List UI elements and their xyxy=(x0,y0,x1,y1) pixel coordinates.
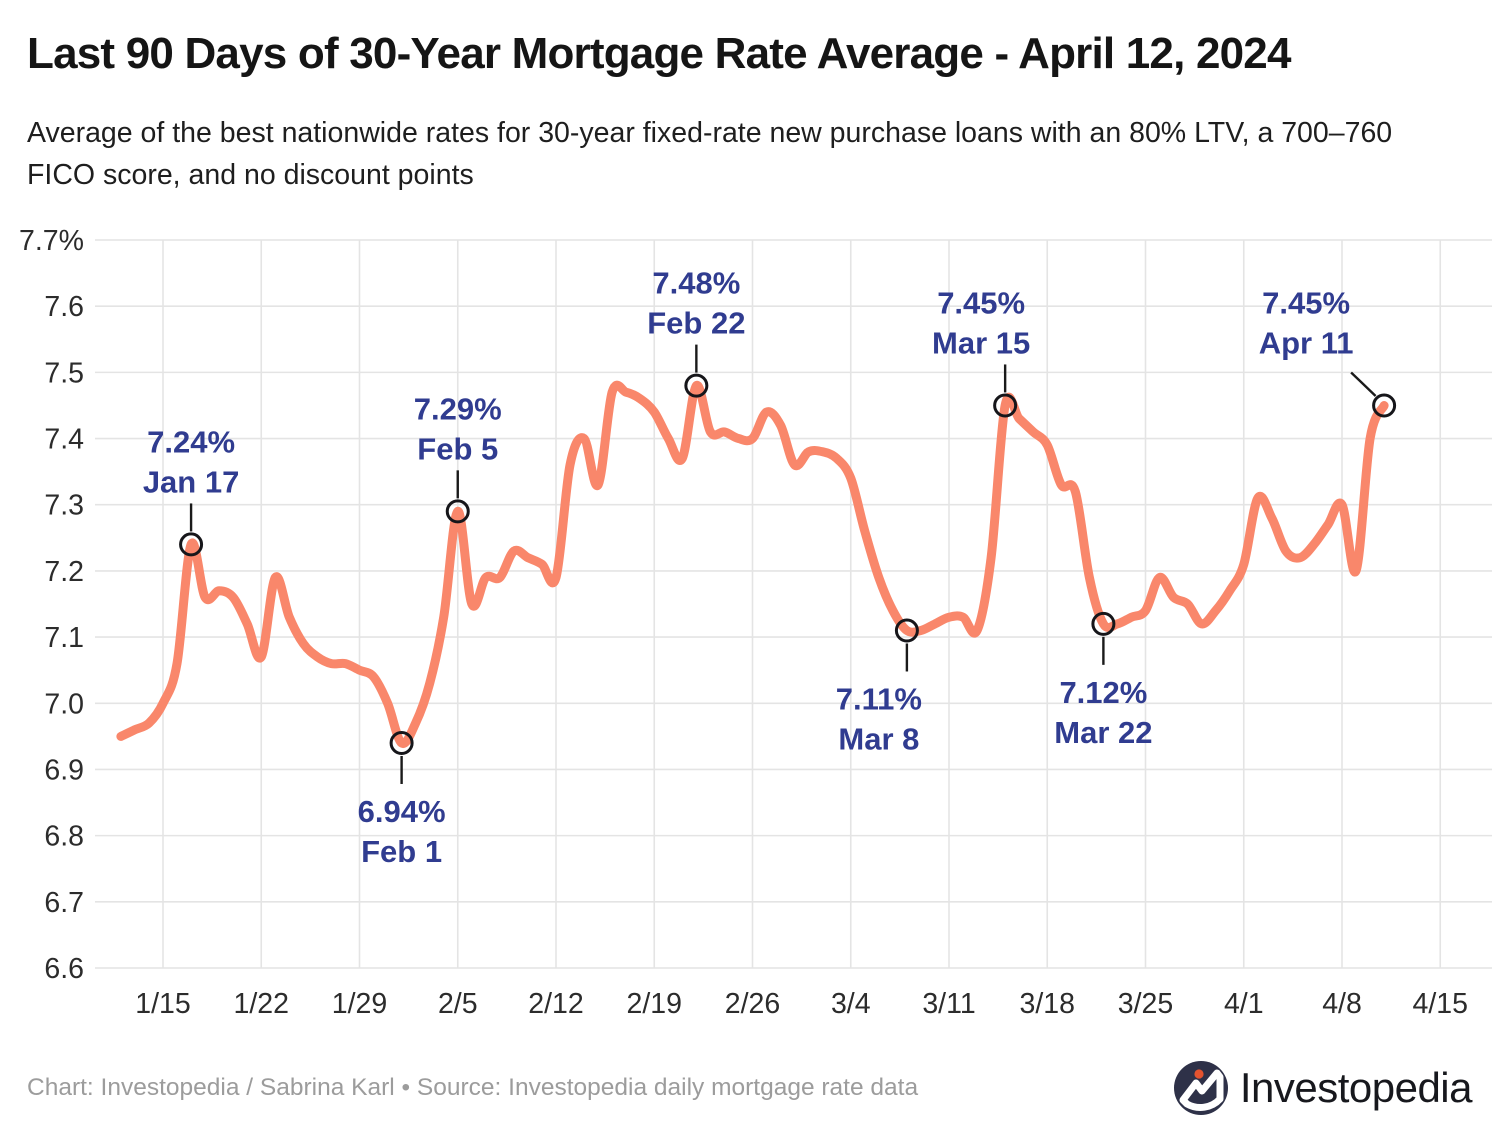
y-tick-label: 7.4 xyxy=(44,424,84,456)
annotation-rate-label: 7.29% xyxy=(414,391,502,426)
x-tick-label: 3/18 xyxy=(1020,988,1075,1020)
data-point-marker xyxy=(894,618,919,643)
y-axis-labels: 7.7% 7.6 7.5 7.4 7.3 7.2 7.1 7.0 6.9 6.8 6.7 6.6 xyxy=(19,225,84,985)
annotation-mar-8: 7.11% Mar 8 xyxy=(836,618,922,756)
x-tick-label: 4/15 xyxy=(1413,988,1468,1020)
annotation-date-label: Mar 22 xyxy=(1054,715,1152,750)
annotation-rate-label: 7.12% xyxy=(1059,675,1147,710)
annotation-rate-label: 7.24% xyxy=(147,424,235,459)
annotation-date-label: Feb 5 xyxy=(417,431,498,466)
x-tick-label: 1/15 xyxy=(135,988,190,1020)
rate-line xyxy=(116,380,1389,749)
annotation-date-label: Mar 15 xyxy=(932,325,1030,360)
x-tick-label: 1/29 xyxy=(332,988,387,1020)
annotation-jan-17: 7.24% Jan 17 xyxy=(143,424,240,557)
data-point-marker xyxy=(389,730,414,755)
annotation-date-label: Feb 1 xyxy=(361,834,442,869)
annotation-feb-22: 7.48% Feb 22 xyxy=(647,266,745,398)
data-point-marker xyxy=(445,499,470,524)
data-point-marker xyxy=(1372,393,1397,418)
x-tick-label: 2/19 xyxy=(627,988,682,1020)
annotation-connector xyxy=(1350,371,1377,397)
x-tick-label: 4/8 xyxy=(1322,988,1362,1020)
y-tick-label: 7.1 xyxy=(44,622,84,654)
annotation-rate-label: 7.48% xyxy=(652,266,740,301)
data-point-marker xyxy=(684,373,709,398)
y-tick-label: 7.3 xyxy=(44,490,84,522)
annotation-feb-1: 6.94% Feb 1 xyxy=(358,730,446,869)
x-axis-labels: 1/15 1/22 1/29 2/5 2/12 2/19 2/26 3/4 3/11 3/18 3/… xyxy=(135,988,1468,1020)
annotation-rate-label: 7.11% xyxy=(836,681,922,716)
annotation-date-label: Apr 11 xyxy=(1259,325,1354,360)
x-tick-label: 2/5 xyxy=(438,988,478,1020)
annotation-date-label: Mar 8 xyxy=(838,721,919,756)
y-tick-label: 6.6 xyxy=(44,953,84,985)
annotation-date-label: Jan 17 xyxy=(143,464,240,499)
logo-zigzag-mark xyxy=(1179,1069,1224,1111)
credit-source-text: Chart: Investopedia / Sabrina Karl • Sou… xyxy=(27,1074,919,1101)
chart-footer: Chart: Investopedia / Sabrina Karl • Sou… xyxy=(0,1060,1500,1116)
y-tick-label: 7.0 xyxy=(44,688,84,720)
data-point-marker xyxy=(179,532,204,557)
y-tick-label: 7.2 xyxy=(44,556,84,588)
y-tick-label: 6.8 xyxy=(44,821,84,853)
y-tick-label: 6.9 xyxy=(44,754,84,786)
annotation-rate-label: 6.94% xyxy=(358,794,446,829)
annotation-rate-label: 7.45% xyxy=(937,285,1025,320)
x-tick-label: 3/11 xyxy=(922,988,975,1020)
investopedia-logo: Investopedia xyxy=(1173,1060,1473,1116)
x-tick-label: 1/22 xyxy=(234,988,289,1020)
annotation-apr-11: 7.45% Apr 11 xyxy=(1259,285,1397,418)
data-point-marker xyxy=(1091,611,1116,636)
page-title: Last 90 Days of 30-Year Mortgage Rate Av… xyxy=(27,29,1291,78)
y-tick-label: 6.7 xyxy=(44,887,84,919)
annotation-rate-label: 7.45% xyxy=(1262,285,1350,320)
x-tick-label: 2/12 xyxy=(528,988,583,1020)
x-tick-label: 4/1 xyxy=(1224,988,1264,1020)
investopedia-wordmark: Investopedia xyxy=(1239,1064,1473,1111)
x-tick-label: 2/26 xyxy=(725,988,780,1020)
annotation-feb-5: 7.29% Feb 5 xyxy=(414,391,502,524)
data-point-marker xyxy=(993,393,1018,418)
annotation-mar-15: 7.45% Mar 15 xyxy=(932,285,1030,418)
logo-orange-dot xyxy=(1194,1069,1204,1079)
y-tick-label: 7.5 xyxy=(44,357,84,389)
y-tick-label: 7.6 xyxy=(44,291,84,323)
investopedia-logo-icon xyxy=(1173,1061,1228,1115)
x-tick-label: 3/4 xyxy=(831,988,871,1020)
annotation-mar-22: 7.12% Mar 22 xyxy=(1054,611,1153,750)
page-subtitle: Average of the best nationwide rates for… xyxy=(27,117,1393,192)
y-tick-label: 7.7% xyxy=(19,225,84,257)
x-tick-label: 3/25 xyxy=(1118,988,1173,1020)
annotation-date-label: Feb 22 xyxy=(647,306,745,341)
